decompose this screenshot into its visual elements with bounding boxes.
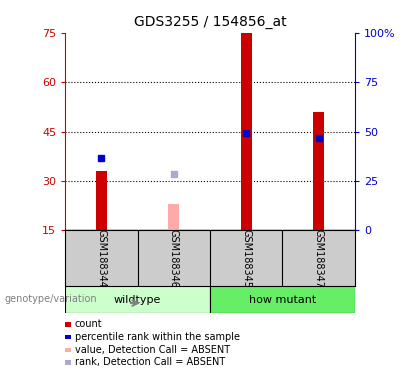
Text: wildtype: wildtype — [114, 295, 161, 305]
Bar — [210, 286, 355, 313]
Bar — [96, 171, 107, 230]
Text: genotype/variation: genotype/variation — [4, 294, 97, 304]
Text: GSM188346: GSM188346 — [169, 229, 179, 288]
Bar — [168, 204, 179, 230]
Text: GSM188347: GSM188347 — [314, 229, 324, 288]
Text: count: count — [75, 319, 102, 329]
Text: rank, Detection Call = ABSENT: rank, Detection Call = ABSENT — [75, 358, 225, 367]
Title: GDS3255 / 154856_at: GDS3255 / 154856_at — [134, 15, 286, 29]
Bar — [241, 33, 252, 230]
Bar — [65, 286, 210, 313]
Text: value, Detection Call = ABSENT: value, Detection Call = ABSENT — [75, 345, 230, 355]
Text: percentile rank within the sample: percentile rank within the sample — [75, 332, 240, 342]
Text: how mutant: how mutant — [249, 295, 316, 305]
Text: GSM188345: GSM188345 — [241, 229, 251, 288]
Bar — [313, 112, 324, 230]
Text: GSM188344: GSM188344 — [96, 229, 106, 288]
